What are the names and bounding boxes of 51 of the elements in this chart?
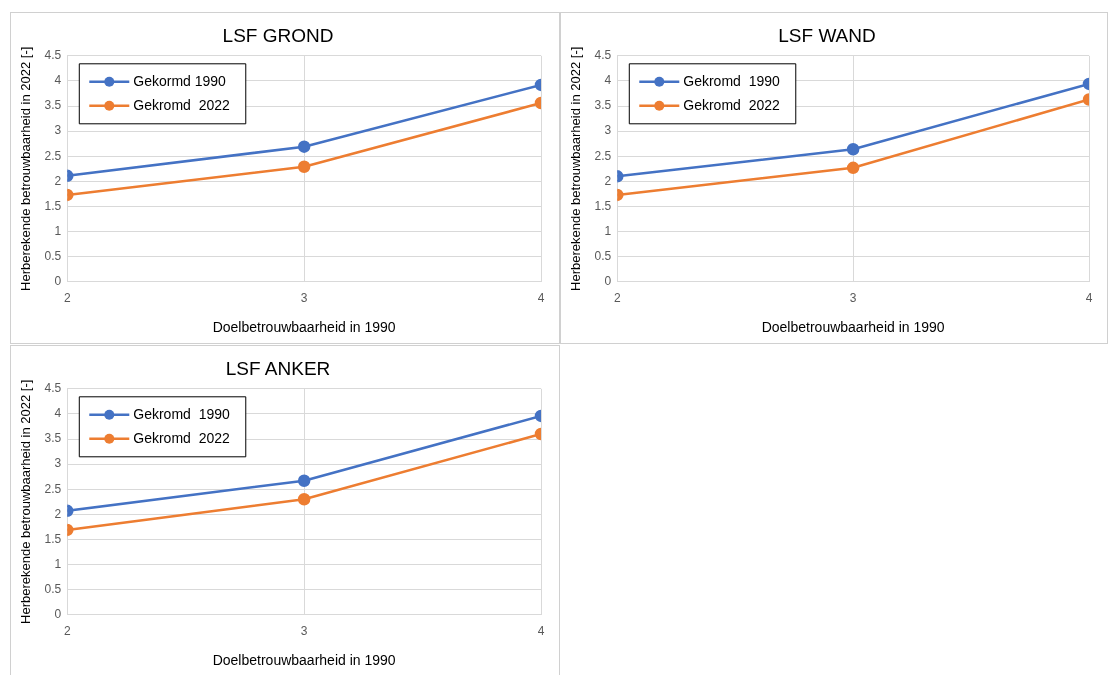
y-tick-label: 0.5	[44, 582, 62, 596]
legend-label: Gekormd 1990	[133, 72, 227, 89]
chart-title: LSF GROND	[222, 24, 334, 46]
y-tick-label: 1	[54, 556, 62, 571]
y-tick-label: 3	[54, 456, 62, 471]
y-tick-label: 1	[604, 223, 612, 238]
chart-title: LSF ANKER	[225, 357, 331, 379]
y-tick-label: 0.5	[44, 249, 62, 263]
y-tick-label: 0.5	[594, 249, 612, 263]
x-tick-label: 3	[300, 291, 308, 306]
y-tick-label: 0	[604, 274, 612, 289]
x-axis-title: Doelbetrouwbaarheid in 1990	[212, 319, 396, 336]
y-tick-label: 0	[54, 607, 62, 622]
y-tick-label: 4	[54, 406, 62, 421]
y-tick-label: 2	[54, 173, 62, 188]
y-tick-label: 0	[54, 274, 62, 289]
y-axis-title: Herberekende betrouwbaarheid in 2022 [-]	[568, 46, 584, 291]
y-tick-label: 1	[54, 223, 62, 238]
legend-label: Gekromd 1990	[683, 72, 780, 89]
y-tick-label: 4.5	[594, 48, 612, 63]
legend-label: Gekromd 2022	[683, 96, 780, 113]
legend-label: Gekromd 2022	[133, 96, 230, 113]
y-tick-label: 4.5	[44, 48, 62, 63]
y-tick-label: 1.5	[44, 531, 62, 546]
y-tick-label: 3.5	[44, 98, 62, 113]
y-tick-label: 2	[54, 506, 62, 521]
y-tick-label: 2.5	[44, 148, 62, 163]
y-tick-label: 4.5	[44, 381, 62, 396]
chart-title: LSF WAND	[778, 24, 876, 46]
legend-label: Gekromd 1990	[133, 405, 230, 422]
x-tick-label: 4	[537, 624, 545, 639]
y-tick-label: 2	[604, 173, 612, 188]
x-tick-label: 3	[849, 291, 857, 306]
y-tick-label: 3.5	[44, 431, 62, 446]
y-axis-title: Herberekende betrouwbaarheid in 2022 [-]	[18, 46, 34, 291]
y-tick-label: 1.5	[594, 198, 612, 213]
y-tick-label: 1.5	[44, 198, 62, 213]
legend-label: Gekromd 2022	[133, 429, 230, 446]
y-tick-label: 4	[604, 73, 612, 88]
y-tick-label: 2.5	[594, 148, 612, 163]
x-tick-label: 3	[300, 624, 308, 639]
x-axis-title: Doelbetrouwbaarheid in 1990	[212, 652, 396, 669]
y-tick-label: 2.5	[44, 481, 62, 496]
x-tick-label: 4	[1085, 291, 1093, 306]
y-tick-label: 3	[604, 123, 612, 138]
y-tick-label: 3	[54, 123, 62, 138]
x-tick-label: 4	[537, 291, 545, 306]
x-axis-title: Doelbetrouwbaarheid in 1990	[761, 319, 945, 336]
y-axis-title: Herberekende betrouwbaarheid in 2022 [-]	[18, 379, 34, 624]
y-tick-label: 3.5	[594, 98, 612, 113]
y-tick-label: 4	[54, 73, 62, 88]
